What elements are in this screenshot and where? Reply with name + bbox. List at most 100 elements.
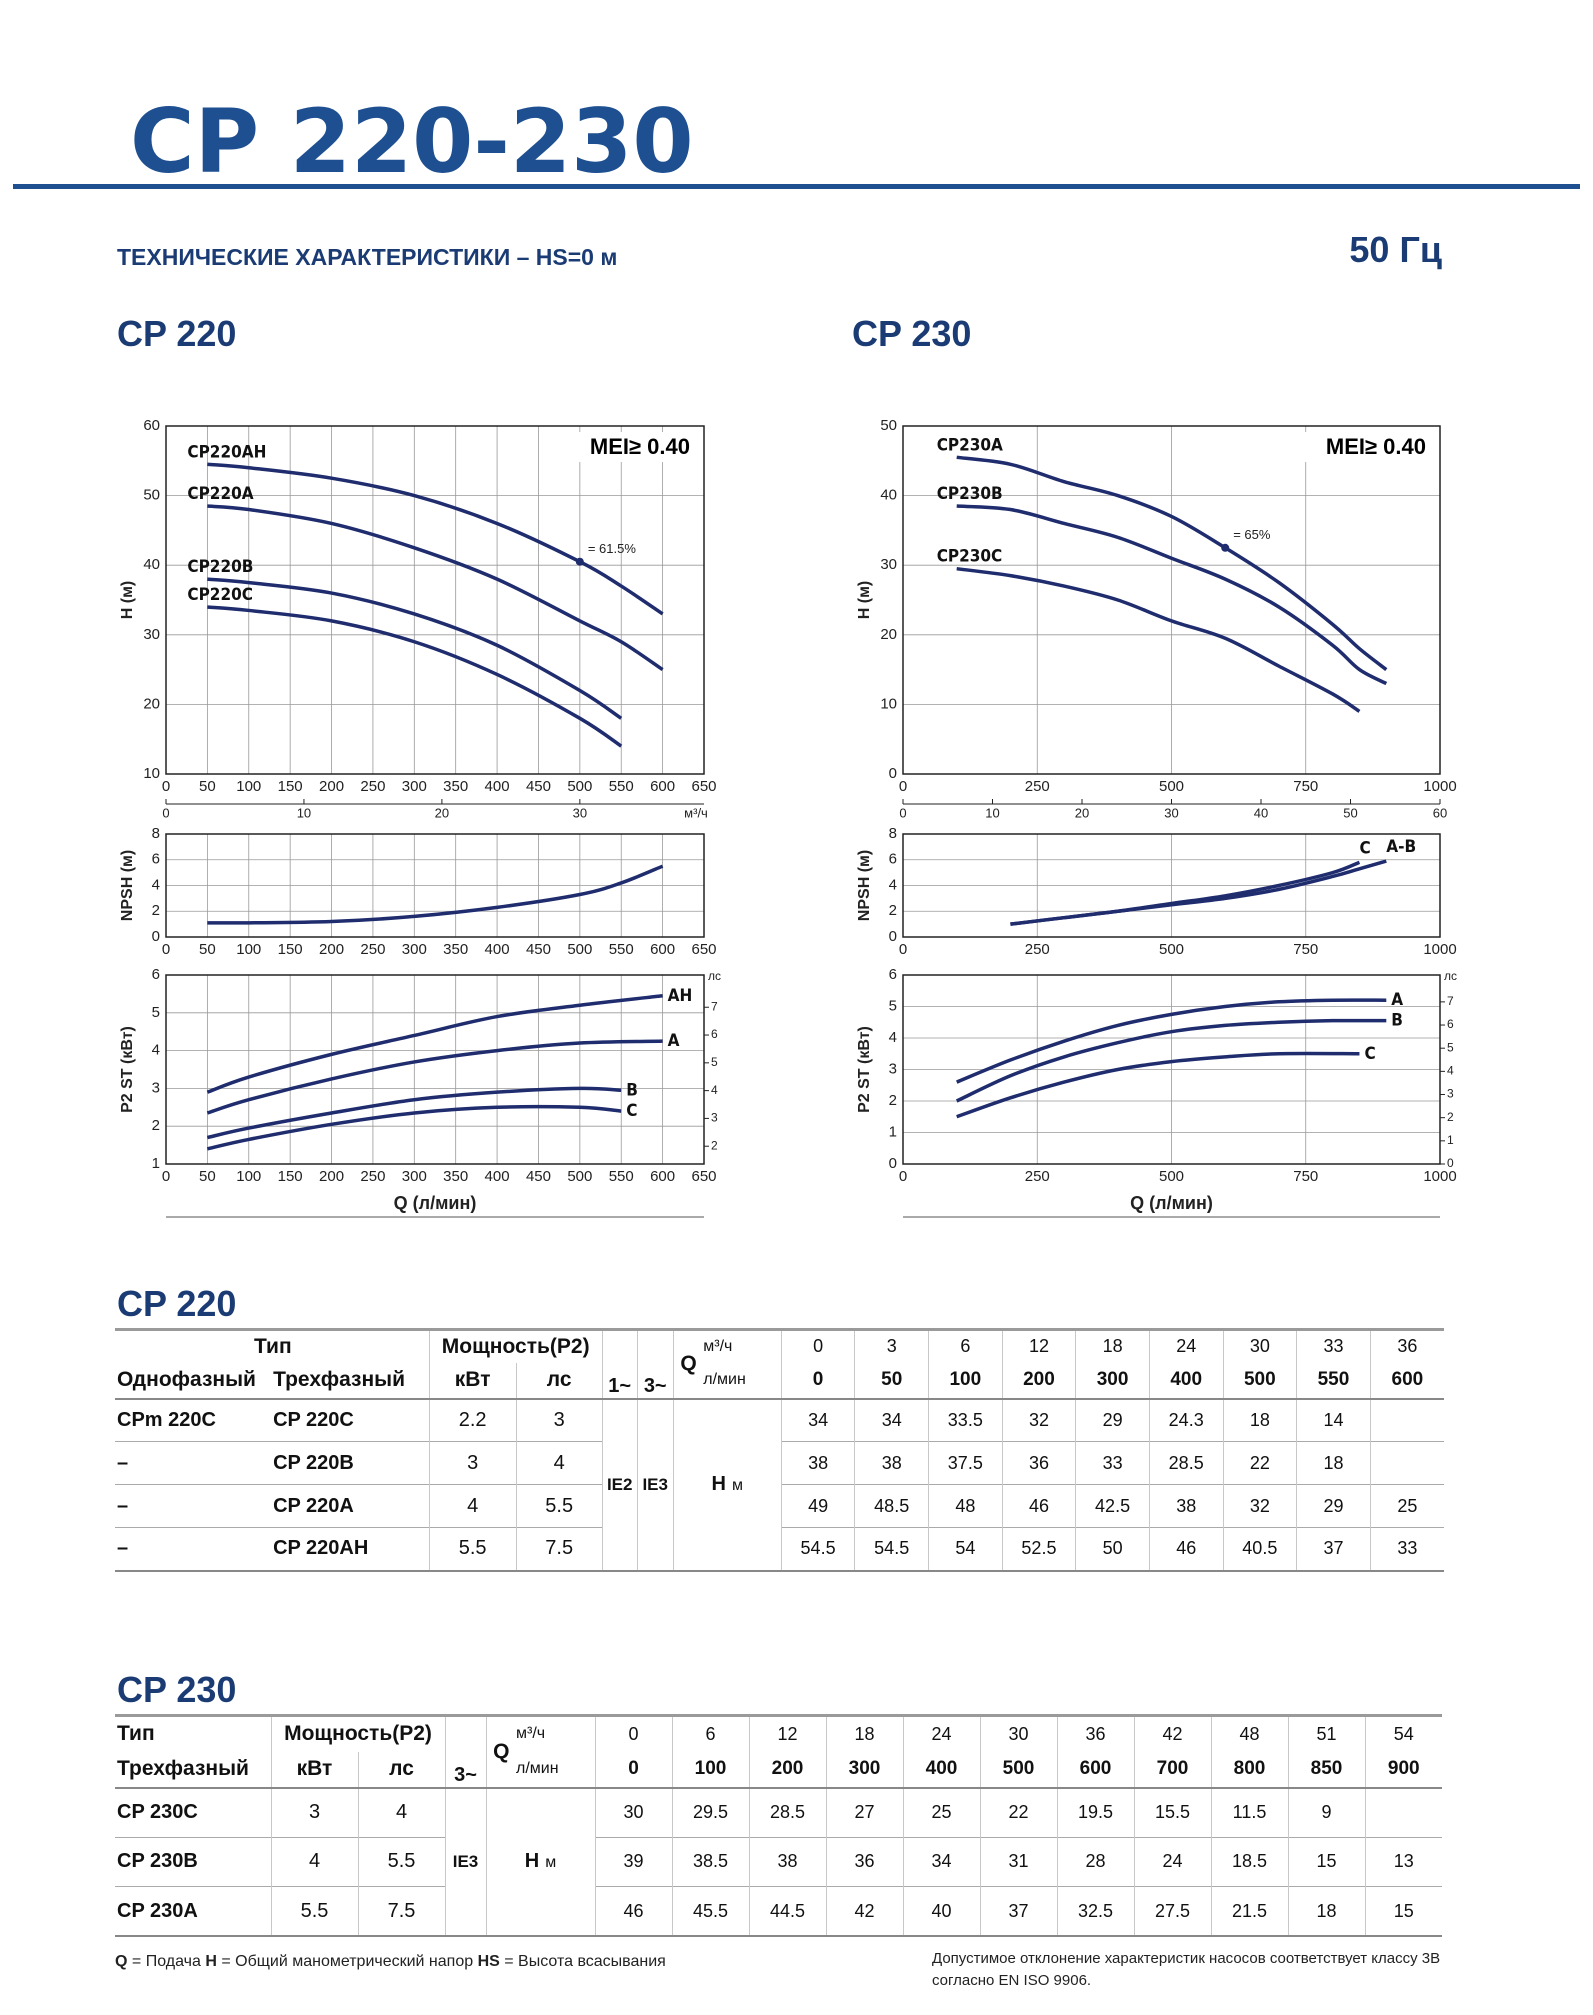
curve [207, 577, 623, 720]
table-cell: кВт [270, 1751, 358, 1788]
x-tick-label: 250 [1025, 941, 1050, 958]
table-cell: 42.5 [1075, 1484, 1150, 1528]
table-cell: 39 [594, 1837, 673, 1887]
x-tick-label: 250 [1025, 778, 1050, 795]
curve-label: CP220AH [187, 442, 266, 462]
table-cell: 48 [1210, 1715, 1289, 1752]
curve [956, 455, 1388, 671]
legend-text: = Общий манометрический напор [221, 1953, 473, 1970]
x-tick-label: 250 [360, 941, 385, 958]
y2-tick-label: 5 [711, 1055, 718, 1069]
table-cell: 24.3 [1148, 1398, 1224, 1442]
table-cell: 400 [1148, 1362, 1224, 1399]
y-tick-label: 20 [880, 626, 897, 643]
table-row: CP 230A 5.5 7.5 46 45.5 44.5 42 40 37 32.5 27.5 21.… [115, 1886, 1443, 1936]
table-cell: 2.2 [428, 1398, 517, 1442]
x-tick-label: 300 [402, 1168, 427, 1185]
curve-label: CP230A [937, 435, 1003, 455]
y-tick-label: 5 [152, 1004, 160, 1021]
table-cell: 44.5 [748, 1886, 827, 1936]
table-cell: 54 [1364, 1715, 1443, 1752]
table-cell: 36 [1001, 1441, 1076, 1485]
table-cell: 4 [428, 1484, 517, 1528]
table-cell: лс [357, 1751, 446, 1788]
table-cell: 4 [515, 1441, 603, 1485]
plot-frame [902, 974, 1441, 1165]
x-tick-label: 550 [609, 1168, 634, 1185]
table-cell: Тип [117, 1722, 155, 1746]
table-cell: Тип [254, 1334, 292, 1358]
y-tick-label: 1 [152, 1155, 160, 1172]
table-cell: CP 220C [273, 1408, 354, 1431]
x-tick-label: 550 [609, 778, 634, 795]
curve-label: CP220C [187, 585, 253, 605]
x2-tick-label: 30 [573, 805, 587, 820]
curve-label: A [1391, 990, 1403, 1010]
table-cell: 100 [928, 1362, 1003, 1399]
x2-tick-label: 40 [1254, 805, 1268, 820]
curve [206, 1039, 663, 1115]
table-cell: 21.5 [1210, 1886, 1289, 1936]
table-cell: 45.5 [671, 1886, 750, 1936]
curve-label: CP220B [187, 557, 253, 577]
table-cell: кВт [428, 1362, 517, 1399]
curve [956, 998, 1387, 1084]
table-cell: 9 [1287, 1787, 1366, 1837]
x-axis-label: Q (л/мин) [1130, 1193, 1213, 1213]
x-tick-label: 300 [402, 941, 427, 958]
table-cell: 5.5 [428, 1527, 517, 1571]
table-cell: 5.5 [515, 1484, 603, 1528]
plot-frame [165, 425, 705, 775]
table-cell: CP 230C [117, 1801, 198, 1823]
x-tick-label: 250 [360, 1168, 385, 1185]
table-cell: 46 [594, 1886, 673, 1936]
x-tick-label: 650 [691, 941, 716, 958]
table-cell: 25 [1369, 1484, 1444, 1528]
table-cell: 19.5 [1056, 1787, 1135, 1837]
y-tick-label: 2 [889, 1092, 897, 1109]
table-cell: CP 230A [117, 1899, 198, 1922]
table-cell: 34 [902, 1837, 981, 1887]
y-tick-label: 4 [889, 1029, 897, 1046]
x-tick-label: 500 [567, 941, 592, 958]
table-cell: 22 [1222, 1441, 1297, 1485]
y2-tick-label: 6 [1447, 1017, 1454, 1031]
y-tick-label: 40 [143, 556, 160, 573]
table-cell: 48.5 [854, 1484, 929, 1528]
y-tick-label: 0 [889, 928, 897, 945]
annotation-box [554, 432, 698, 462]
table-cell: 51 [1287, 1715, 1366, 1752]
y-tick-label: 6 [152, 966, 160, 983]
table-cell: Q [485, 1715, 517, 1788]
legend-text: = Подача [132, 1953, 201, 1970]
table-cell: IE3 [636, 1398, 674, 1571]
table-cell: Однофазный [117, 1368, 256, 1391]
best-efficiency-point [575, 557, 584, 566]
table-cell: 18 [1296, 1441, 1371, 1485]
table-cell: 6 [671, 1715, 750, 1752]
table-cell: 4 [357, 1787, 446, 1837]
y-tick-label: 6 [889, 966, 897, 983]
chart-title: CP 230 [852, 313, 971, 354]
table-cell: 0 [780, 1329, 855, 1363]
x2-tick-label: 0 [162, 805, 169, 820]
table-cell: 50 [1075, 1527, 1150, 1571]
table-cell: 33 [1369, 1527, 1444, 1571]
table-cell [1369, 1398, 1444, 1442]
table-cell: м³/ч [703, 1337, 733, 1355]
x-tick-label: 150 [278, 941, 303, 958]
curve-label: A [668, 1031, 680, 1051]
chart-title: CP 220 [117, 313, 236, 354]
x-tick-label: 550 [609, 941, 634, 958]
annotation: MEI≥ 0.40 [590, 434, 690, 459]
x-tick-label: 0 [162, 941, 170, 958]
annotation: MEI≥ 0.40 [1326, 434, 1426, 459]
table-cell: Мощность(P2) [270, 1715, 446, 1752]
curve-label: CP230B [937, 484, 1003, 504]
table-cell: 31 [979, 1837, 1058, 1887]
table-cell: CP 220B [273, 1451, 354, 1474]
